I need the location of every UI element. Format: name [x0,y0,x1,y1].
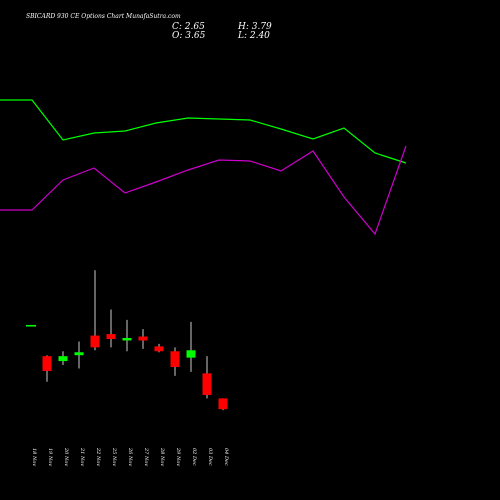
chart-title: SBICARD 930 CE Options Chart MunafaSutra… [26,13,181,20]
x-tick-label: 22 Nov [95,447,101,466]
candle-body [122,338,132,341]
close-readout: C: 2.65 [172,22,205,32]
x-tick-label: 03 Dec [207,448,213,466]
candle-body [154,346,164,352]
candle-body [170,351,180,367]
candle [122,319,132,352]
x-axis-ticks: 18 Nov 19 Nov 20 Nov 21 Nov 22 Nov 25 Nov 26 N… [31,447,229,466]
candle [170,347,180,376]
overlay-line-0 [0,99,407,164]
x-tick-label: 25 Nov [111,447,117,466]
candle [202,356,212,399]
x-tick-label: 19 Nov [47,448,53,466]
overlay-lines [0,99,407,236]
candle-body [138,336,148,341]
candle [218,398,228,411]
candle-body [74,352,84,356]
x-tick-label: 26 Nov [127,447,133,466]
candle [42,355,52,382]
candles [26,270,228,411]
candle-body [106,334,116,339]
open-readout: O: 3.65 [172,31,206,41]
candle-body [58,356,68,362]
x-tick-label: 27 Nov [143,447,149,466]
x-tick-label: 02 Dec [191,448,197,466]
candle [74,341,84,369]
candle [106,309,116,348]
x-tick-label: 20 Nov [63,447,69,466]
candle-body [202,373,212,395]
x-tick-label: 28 Nov [159,447,165,466]
candle [26,324,36,327]
candle-body [42,356,52,371]
candle-body [90,335,100,348]
candle-body [26,324,36,327]
candle [138,329,148,349]
overlay-line-1 [0,145,407,236]
candle [154,343,164,353]
candle-body [186,350,196,358]
candle-body [218,398,228,410]
x-tick-label: 04 Dec [223,448,229,466]
x-tick-label: 21 Nov [79,447,85,466]
low-readout: L: 2.40 [237,31,270,41]
x-tick-label: 18 Nov [31,448,37,466]
candle [186,321,196,372]
candle [90,270,100,351]
candle [58,351,68,366]
x-tick-label: 29 Nov [175,447,181,466]
high-readout: H: 3.79 [237,22,272,32]
